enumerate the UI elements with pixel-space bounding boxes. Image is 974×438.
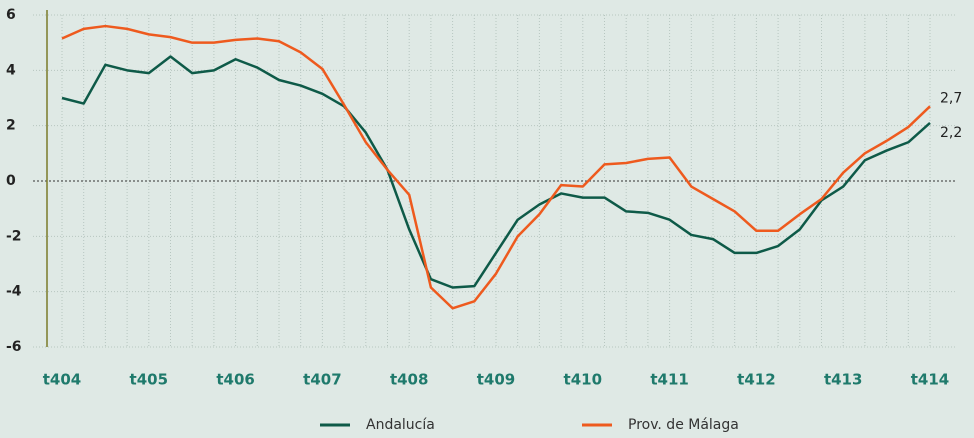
x-tick-label: t407 <box>303 371 341 389</box>
y-tick-label: 0 <box>6 173 16 189</box>
y-tick-label: -4 <box>6 284 22 300</box>
y-tick-label: -6 <box>6 339 22 355</box>
line-series <box>61 24 931 310</box>
x-tick-label: t412 <box>737 371 775 389</box>
x-tick-label: t408 <box>390 371 428 389</box>
x-tick-label: t410 <box>564 371 602 389</box>
legend-label: Prov. de Málaga <box>628 417 739 433</box>
end-label: 2,2 <box>940 125 962 141</box>
x-tick-label: t413 <box>824 371 862 389</box>
x-tick-label: t405 <box>130 371 168 389</box>
line-series <box>61 55 931 289</box>
x-tick-label: t414 <box>911 371 949 389</box>
x-tick-label: t404 <box>43 371 81 389</box>
legend-label: Andalucía <box>366 417 435 433</box>
y-tick-label: 6 <box>6 7 16 23</box>
x-tick-label: t411 <box>650 371 688 389</box>
x-tick-label: t406 <box>216 371 254 389</box>
x-tick-label: t409 <box>477 371 515 389</box>
y-tick-label: -2 <box>6 228 22 244</box>
end-label: 2,7 <box>940 90 962 106</box>
y-tick-label: 2 <box>6 118 16 134</box>
y-tick-label: 4 <box>6 62 16 78</box>
